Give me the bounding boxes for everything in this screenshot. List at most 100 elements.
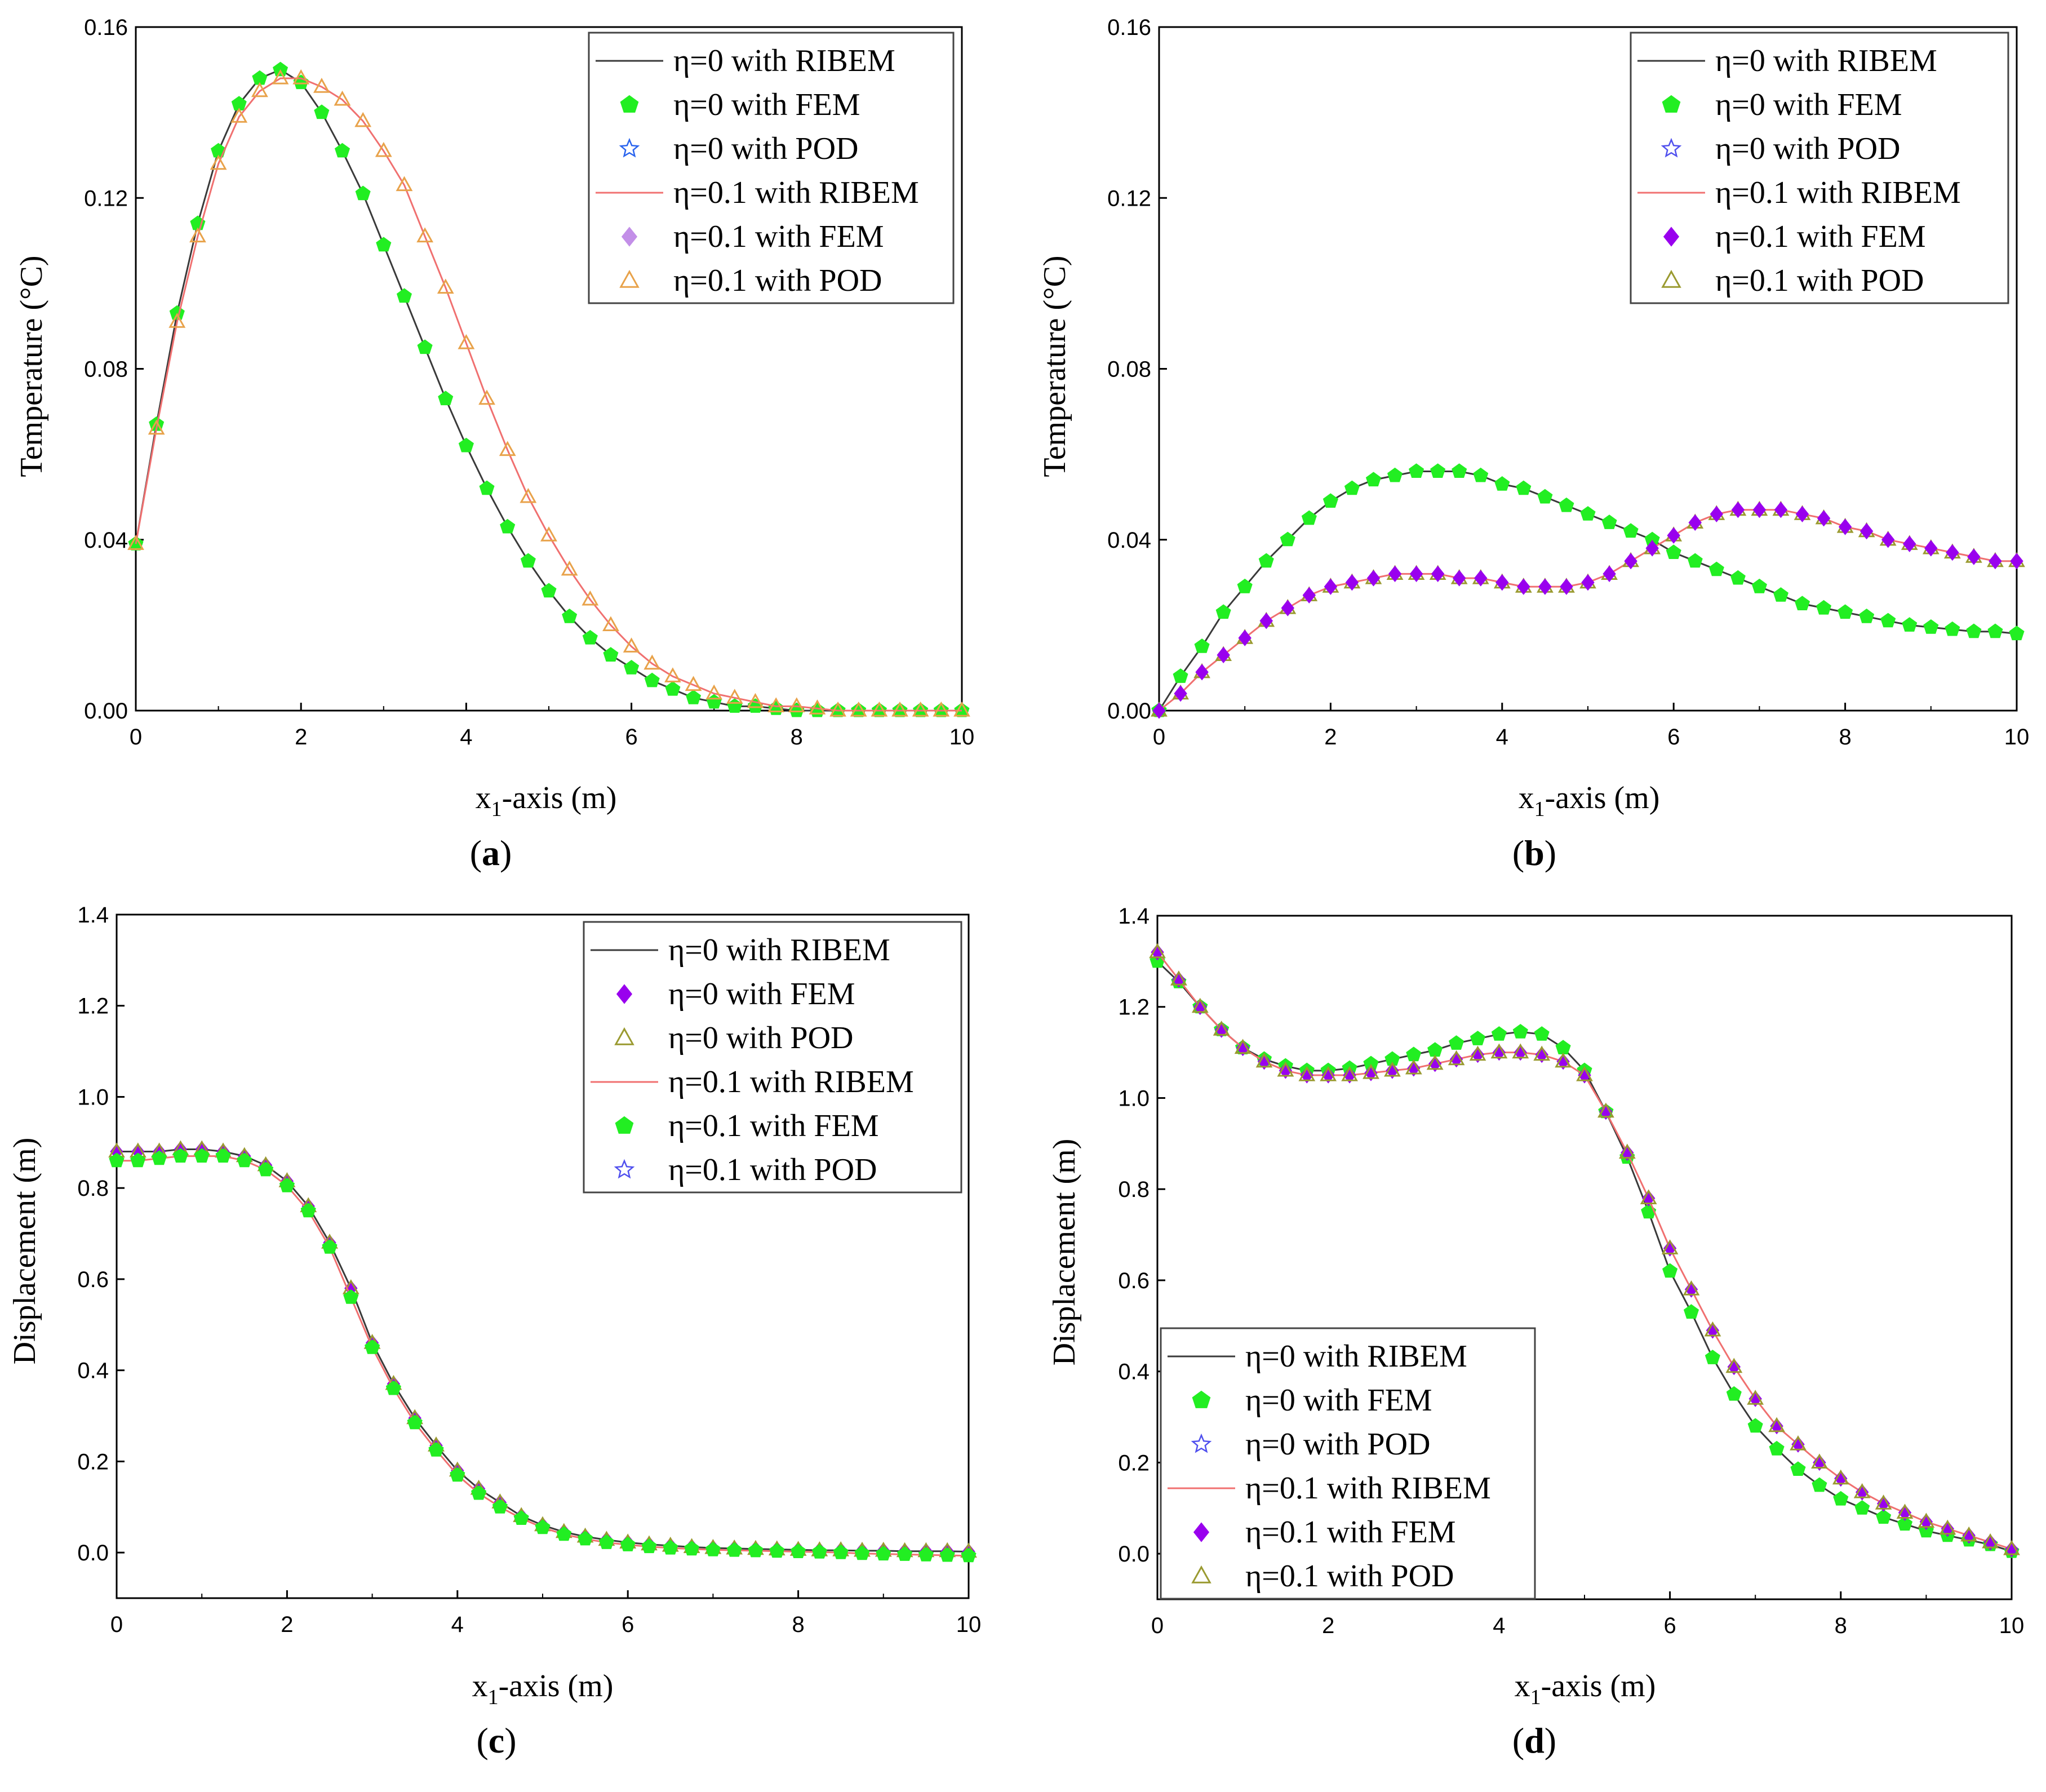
- data-point: [1470, 1031, 1486, 1045]
- data-point: [300, 1203, 316, 1218]
- y-tick-label: 0.8: [1118, 1177, 1150, 1202]
- x-axis-label-pre: x: [476, 780, 491, 815]
- data-point: [1683, 1280, 1700, 1296]
- data-point: [1559, 497, 1574, 512]
- data-point: [1238, 629, 1251, 646]
- data-point: [354, 112, 372, 127]
- data-point: [1876, 1509, 1892, 1524]
- x-tick-label: 4: [451, 1612, 464, 1637]
- y-tick-label: 0.2: [77, 1449, 109, 1474]
- data-point: [1234, 1039, 1251, 1054]
- legend-label: η=0 with POD: [668, 1021, 853, 1055]
- data-point: [1170, 970, 1187, 986]
- data-point: [1838, 518, 1852, 535]
- x-axis-label-sub: 1: [491, 797, 502, 821]
- data-point: [1277, 1061, 1294, 1077]
- panel-caption: (c): [476, 1720, 516, 1760]
- y-tick-label: 1.0: [1118, 1086, 1150, 1111]
- data-point: [2009, 626, 2025, 641]
- data-point: [1491, 1026, 1507, 1041]
- data-point: [1174, 685, 1187, 702]
- data-point: [1982, 1533, 1999, 1549]
- legend-swatch-marker: [1661, 269, 1681, 288]
- data-point: [767, 697, 785, 712]
- legend-label: η=0.1 with FEM: [1245, 1515, 1456, 1550]
- legend-label: η=0.1 with POD: [1245, 1559, 1454, 1594]
- data-point: [1623, 523, 1639, 538]
- data-point: [492, 1499, 508, 1514]
- data-point: [279, 1177, 295, 1192]
- data-point: [665, 681, 681, 696]
- x-tick-label: 8: [1835, 1613, 1847, 1638]
- x-axis-label-post: -axis (m): [1541, 1669, 1656, 1704]
- y-tick-label: 0.12: [84, 186, 128, 211]
- data-point: [1896, 1503, 1914, 1519]
- series-markers-4: [1149, 943, 2020, 1555]
- data-point: [152, 1150, 167, 1165]
- data-point: [1431, 565, 1445, 583]
- panel-caption: (b): [1512, 833, 1556, 873]
- legend-label: η=0 with POD: [1715, 131, 1900, 166]
- legend-box: [583, 921, 962, 1194]
- data-point: [871, 701, 888, 717]
- data-point: [168, 313, 186, 328]
- data-point: [562, 608, 578, 623]
- legend-swatch-marker: [614, 1159, 635, 1179]
- data-point: [1405, 1059, 1422, 1075]
- data-point: [215, 1148, 231, 1163]
- x-axis-label-sub: 1: [1530, 1685, 1541, 1709]
- data-point: [1704, 1321, 1721, 1337]
- data-point: [1259, 613, 1273, 629]
- caption-letter: b: [1524, 833, 1545, 873]
- x-tick-label: 4: [460, 725, 472, 749]
- x-axis-label-pre: x: [472, 1669, 488, 1704]
- data-point: [1217, 646, 1230, 664]
- legend: η=0 with RIBEM η=0 with FEM η=0 with POD η=…: [1160, 1327, 1536, 1600]
- y-tick-label: 0.6: [77, 1267, 109, 1292]
- legend-swatch-marker: [620, 95, 639, 113]
- x-axis-label-pre: x: [1519, 780, 1534, 815]
- data-point: [1474, 570, 1488, 587]
- data-point: [1320, 1066, 1337, 1081]
- data-point: [1426, 1054, 1444, 1070]
- y-tick-label: 0.08: [1107, 357, 1151, 382]
- panel-a: 0 2 4 6 8 10 0.00 0.04 0.08 0.12 0.16 η=0 with RIBE…: [14, 15, 974, 873]
- legend-swatch-marker: [1191, 1565, 1211, 1583]
- data-point: [148, 419, 165, 435]
- y-tick-label: 0.6: [1118, 1268, 1150, 1293]
- data-point: [1215, 604, 1231, 619]
- data-point: [726, 1542, 742, 1557]
- x-axis-label-post: -axis (m): [502, 780, 617, 815]
- data-point: [1811, 1453, 1828, 1469]
- legend-swatch-marker: [615, 1116, 634, 1134]
- data-point: [1194, 638, 1210, 653]
- series-markers-1: [1151, 463, 2025, 717]
- x-tick-label: 2: [281, 1612, 293, 1637]
- data-point: [644, 672, 660, 687]
- data-point: [685, 676, 702, 691]
- data-point: [1812, 1477, 1827, 1492]
- y-tick-label: 0.12: [1107, 186, 1151, 211]
- data-point: [1939, 1519, 1956, 1535]
- data-point: [1967, 548, 1981, 565]
- y-tick-label: 0.0: [77, 1541, 109, 1565]
- data-point: [1859, 608, 1875, 623]
- data-point: [1816, 600, 1832, 615]
- data-point: [273, 61, 289, 77]
- data-point: [791, 1543, 806, 1558]
- y-axis-label: Temperature (°C): [14, 255, 49, 477]
- data-point: [541, 583, 557, 598]
- data-point: [1387, 467, 1403, 482]
- data-point: [1341, 1066, 1358, 1081]
- data-point: [396, 176, 413, 192]
- data-point: [1897, 1516, 1913, 1531]
- y-axis-label: Displacement (m): [7, 1138, 42, 1365]
- data-point: [1409, 463, 1424, 478]
- data-point: [1533, 1045, 1551, 1061]
- caption-close: ): [1545, 1720, 1556, 1760]
- data-point: [1469, 1045, 1486, 1061]
- x-tick-label: 0: [130, 725, 142, 749]
- data-point: [1662, 1263, 1678, 1278]
- data-point: [933, 701, 950, 717]
